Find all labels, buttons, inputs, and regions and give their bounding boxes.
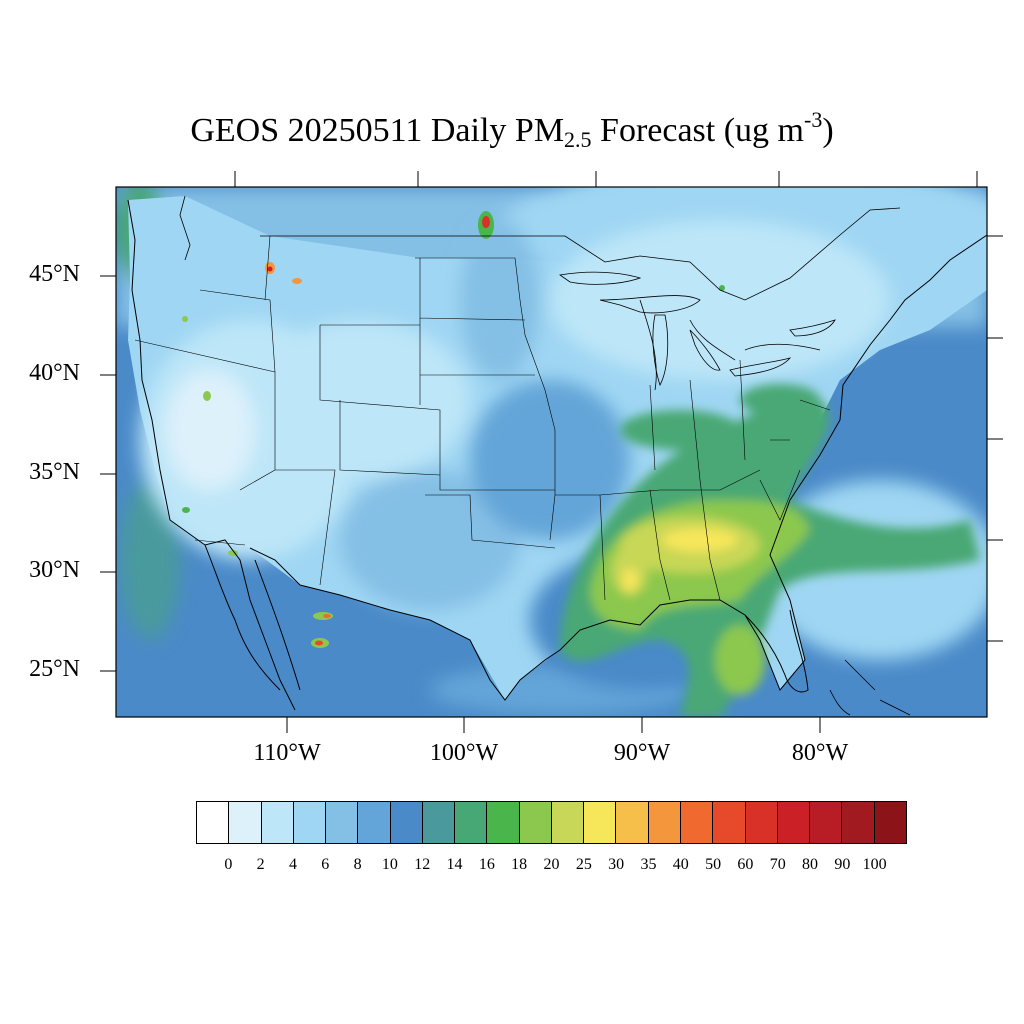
colorbar-swatch <box>777 802 811 843</box>
colorbar-swatch <box>810 802 843 843</box>
colorbar-label: 50 <box>705 856 722 873</box>
colorbar-swatch <box>422 802 456 843</box>
colorbar-swatch <box>293 802 327 843</box>
colorbar-swatch <box>616 802 649 843</box>
colorbar-swatch <box>487 802 520 843</box>
colorbar-swatch <box>648 802 681 843</box>
colorbar-swatch <box>261 802 294 843</box>
lon-label: 80°W <box>791 740 849 766</box>
colorbar-swatch <box>519 802 552 843</box>
lat-label: 40°N <box>29 360 80 386</box>
colorbar-label: 60 <box>737 856 754 873</box>
colorbar-swatch <box>229 802 262 843</box>
colorbar <box>196 801 907 844</box>
colorbar-label: 2 <box>256 856 265 873</box>
colorbar-label: 14 <box>446 856 463 873</box>
colorbar-label: 10 <box>381 856 398 873</box>
map-ticks <box>100 171 1003 733</box>
colorbar-label: 8 <box>353 856 362 873</box>
colorbar-swatch <box>680 802 714 843</box>
lon-label: 110°W <box>253 740 321 766</box>
colorbar-swatch <box>551 802 585 843</box>
colorbar-label: 90 <box>834 856 851 873</box>
lon-label: 90°W <box>613 740 671 766</box>
colorbar-swatch <box>842 802 875 843</box>
lat-label: 35°N <box>29 459 80 485</box>
colorbar-label: 80 <box>802 856 819 873</box>
map-field <box>116 187 987 717</box>
colorbar-label: 0 <box>224 856 233 873</box>
colorbar-swatch <box>584 802 617 843</box>
colorbar-swatch <box>455 802 488 843</box>
colorbar-label: 30 <box>608 856 625 873</box>
colorbar-swatch <box>390 802 423 843</box>
colorbar-label: 4 <box>288 856 297 873</box>
colorbar-label: 6 <box>321 856 330 873</box>
political-boundaries <box>127 195 987 716</box>
colorbar-swatch <box>713 802 746 843</box>
colorbar-label: 25 <box>575 856 592 873</box>
colorbar-label: 40 <box>672 856 689 873</box>
colorbar-label: 70 <box>769 856 786 873</box>
lat-label: 45°N <box>29 261 80 287</box>
colorbar-label: 18 <box>511 856 528 873</box>
lon-label: 100°W <box>429 740 499 766</box>
colorbar-swatch <box>874 802 906 843</box>
lat-label: 30°N <box>29 557 80 583</box>
colorbar-swatch <box>197 802 230 843</box>
chart-title: GEOS 20250511 Daily PM2.5 Forecast (ug m… <box>190 107 834 152</box>
colorbar-label: 12 <box>414 856 431 873</box>
colorbar-swatch <box>326 802 359 843</box>
colorbar-label: 35 <box>640 856 657 873</box>
colorbar-swatch <box>358 802 391 843</box>
colorbar-label: 100 <box>862 856 887 873</box>
colorbar-swatch <box>745 802 778 843</box>
map-frame <box>115 186 988 718</box>
colorbar-label: 20 <box>543 856 560 873</box>
lat-label: 25°N <box>29 656 80 682</box>
colorbar-label: 16 <box>478 856 495 873</box>
